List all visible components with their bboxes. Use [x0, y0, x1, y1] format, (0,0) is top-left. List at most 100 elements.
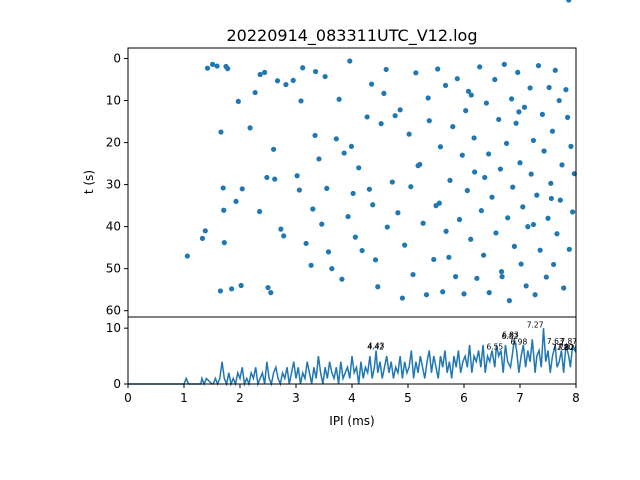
- scatter-point: [402, 242, 408, 248]
- scatter-point: [217, 288, 223, 294]
- x-tick-label: 5: [404, 391, 412, 405]
- scatter-point: [372, 257, 379, 263]
- scatter-point: [420, 220, 426, 226]
- scatter-point: [498, 269, 505, 275]
- scatter-point: [478, 208, 484, 214]
- scatter-point: [548, 180, 554, 186]
- scatter-point: [454, 76, 460, 82]
- scatter-y-axis-label: t (s): [82, 170, 96, 194]
- scatter-point: [552, 67, 558, 73]
- scatter-point: [359, 247, 365, 254]
- scatter-point: [516, 109, 522, 115]
- scatter-point: [563, 87, 569, 93]
- peak-label: 7.82: [558, 343, 575, 352]
- scatter-point: [352, 234, 358, 240]
- scatter-point: [556, 97, 562, 104]
- scatter-point: [489, 194, 495, 200]
- scatter-point: [375, 284, 381, 290]
- scatter-point: [202, 228, 208, 234]
- scatter-point: [265, 284, 271, 291]
- scatter-point: [523, 283, 529, 289]
- y-tick-label: 40: [106, 220, 121, 234]
- scatter-point: [313, 68, 319, 75]
- x-tick-label: 6: [460, 391, 468, 405]
- scatter-point: [482, 174, 488, 181]
- scatter-point: [471, 135, 477, 141]
- scatter-point: [505, 215, 511, 221]
- scatter-point: [525, 224, 531, 230]
- scatter-point: [565, 114, 571, 120]
- scatter-point: [474, 275, 480, 281]
- scatter-point: [511, 243, 517, 249]
- scatter-point: [300, 65, 306, 71]
- x-tick-label: 3: [292, 391, 300, 405]
- scatter-point: [225, 66, 231, 72]
- scatter-point: [517, 160, 523, 166]
- scatter-point: [534, 192, 540, 198]
- scatter-point: [535, 63, 542, 69]
- scatter-point: [296, 187, 302, 193]
- scatter-point: [339, 276, 345, 282]
- x-tick-label: 0: [124, 391, 132, 405]
- peak-label: 6.55: [486, 342, 503, 351]
- scatter-point: [483, 100, 489, 106]
- scatter-point: [557, 197, 563, 203]
- scatter-point: [545, 215, 551, 221]
- scatter-point: [329, 266, 335, 272]
- scatter-point: [527, 85, 533, 91]
- scatter-point: [570, 209, 576, 215]
- scatter-point: [461, 291, 467, 297]
- scatter-point: [440, 289, 446, 295]
- top-y-ticks: 0 10 20 30 40 50 60: [106, 52, 128, 318]
- scatter-point: [509, 96, 515, 102]
- scatter-point: [513, 120, 519, 126]
- peak-label: 7.87: [560, 337, 577, 346]
- scatter-point: [515, 69, 521, 75]
- histogram-axes-frame: [127, 316, 577, 385]
- scatter-point: [539, 111, 546, 118]
- scatter-point: [350, 190, 356, 197]
- scatter-panel: 20220914_083311UTC_V12.log 0 10 20 30 40 50 60…: [82, 0, 577, 318]
- scatter-point: [272, 176, 278, 182]
- peak-label: 7.72: [552, 343, 569, 352]
- scatter-point: [537, 247, 543, 253]
- scatter-point: [459, 152, 465, 158]
- scatter-point: [303, 240, 309, 247]
- scatter-point: [410, 271, 416, 278]
- scatter-point: [530, 137, 537, 144]
- scatter-point: [506, 298, 512, 304]
- histogram-line: [128, 328, 577, 387]
- scatter-point: [477, 64, 483, 70]
- scatter-point: [549, 128, 556, 134]
- scatter-point: [501, 61, 507, 67]
- scatter-point: [546, 84, 552, 91]
- peak-annotations: 4.424.43 6.556.826.836.98 7.277.637.877.72…: [367, 321, 577, 352]
- scatter-point: [541, 148, 547, 154]
- scatter-point: [559, 162, 565, 168]
- scatter-point: [356, 165, 362, 171]
- scatter-point: [566, 246, 572, 252]
- y-tick-label: 0: [113, 377, 121, 391]
- scatter-point: [274, 78, 281, 84]
- scatter-point: [319, 221, 325, 227]
- scatter-point: [298, 98, 304, 104]
- scatter-point: [204, 65, 211, 71]
- scatter-point: [366, 186, 372, 192]
- scatter-point: [568, 143, 574, 149]
- x-tick-label: 2: [236, 391, 244, 405]
- scatter-point: [423, 292, 430, 298]
- scatter-point: [378, 121, 384, 127]
- scatter-point: [214, 63, 220, 69]
- scatter-point: [518, 261, 524, 267]
- peak-label: 6.83: [502, 331, 519, 340]
- scatter-point: [316, 156, 322, 162]
- scatter-point: [294, 173, 300, 179]
- histogram-x-axis-label: IPI (ms): [329, 414, 374, 428]
- scatter-point: [209, 61, 216, 67]
- scatter-point: [239, 186, 245, 192]
- scatter-point: [395, 210, 401, 216]
- scatter-point: [520, 204, 526, 210]
- scatter-point: [486, 151, 492, 157]
- scatter-point: [468, 236, 474, 242]
